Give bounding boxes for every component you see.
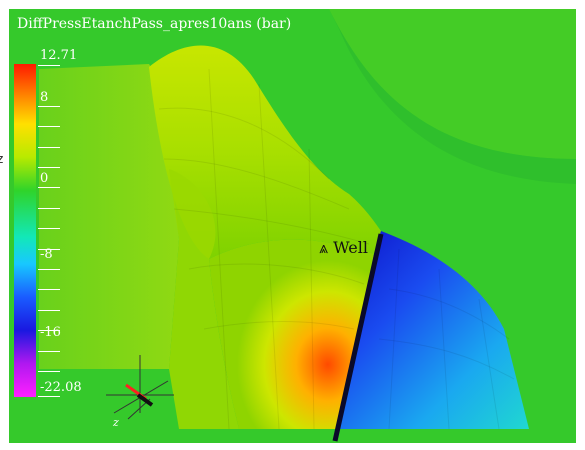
colorbar-tick <box>38 269 60 270</box>
well-marker-icon: ⩓ <box>319 238 329 257</box>
colorbar-tick <box>38 330 60 331</box>
pressure-surface-render[interactable] <box>9 9 576 443</box>
colorbar-tick-label: -8 <box>40 247 53 262</box>
colorbar-tick <box>38 371 60 372</box>
colorbar-max-label: 12.71 <box>40 48 78 63</box>
colorbar-min-label: -22.08 <box>40 380 82 395</box>
axis-z-label: z <box>113 416 119 429</box>
colorbar-tick <box>38 147 60 148</box>
colorbar-tick-label: 8 <box>40 90 49 105</box>
colorbar-tick <box>38 289 60 290</box>
colorbar-tick <box>38 187 60 188</box>
well-label: Well <box>333 238 368 257</box>
left-edge-glyph: z <box>0 152 4 166</box>
colorbar-tick <box>38 167 60 168</box>
colorbar-tick-label: -16 <box>40 325 61 340</box>
colorbar-tick <box>38 351 60 352</box>
colorbar-tick <box>38 249 60 250</box>
result-title: DiffPressEtanchPass_apres10ans (bar) <box>17 16 292 32</box>
3d-viewport[interactable]: DiffPressEtanchPass_apres10ans (bar) <box>9 9 576 443</box>
colorbar-tick <box>38 106 60 107</box>
colorbar-tick <box>38 228 60 229</box>
colorbar-tick <box>38 208 60 209</box>
well-marker[interactable]: ⩓ Well <box>319 238 368 258</box>
colorbar-tick <box>38 65 60 66</box>
colorbar-tick <box>38 310 60 311</box>
colorbar-tick-label: 0 <box>40 171 49 186</box>
orientation-axes[interactable] <box>106 355 174 431</box>
colorbar-tick <box>38 126 60 127</box>
colorbar <box>14 64 36 397</box>
colorbar-tick <box>38 396 60 397</box>
